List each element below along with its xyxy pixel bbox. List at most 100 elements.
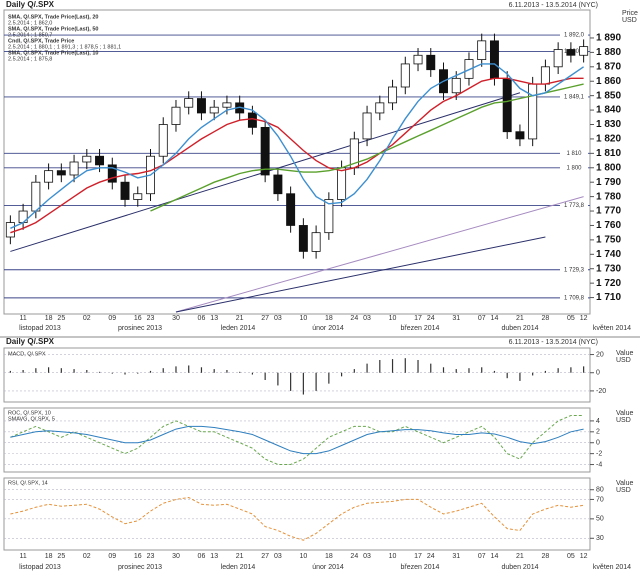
x-tick-label: 21	[516, 315, 524, 322]
series-line	[150, 83, 584, 212]
y-tick-label: 1 760	[596, 220, 621, 231]
y-tick-label: -4	[596, 461, 602, 468]
axis-title: Value	[616, 350, 633, 357]
level-label: 1 800	[566, 165, 582, 171]
y-tick-label: 1 880	[596, 47, 621, 58]
x-tick-label: 13	[210, 315, 218, 322]
month-label: duben 2014	[502, 325, 539, 332]
month-label: únor 2014	[312, 325, 344, 332]
candle-body	[5, 222, 15, 238]
axis-unit: USD	[616, 357, 631, 364]
level-label-box	[560, 201, 588, 210]
x-tick-label: 03	[274, 315, 282, 322]
x-tick-label: 06	[198, 553, 206, 560]
legend-text: RSI, Q/.SPX, 14	[8, 480, 48, 486]
legend-text: 2.5.2014 ; 1 875,8	[8, 56, 52, 62]
legend-text: 2.5.2014 ; 1 862,0	[8, 20, 52, 26]
main-frame	[3, 9, 591, 315]
x-tick-label: 23	[147, 315, 155, 322]
x-tick-label: 18	[45, 315, 53, 322]
level-label-box	[560, 163, 588, 172]
y-tick-label: 1 730	[596, 263, 621, 274]
month-label: únor 2014	[312, 564, 344, 571]
y-tick-label: 0	[596, 440, 600, 447]
series-line	[10, 63, 584, 229]
legend-text: SMA, Q/.SPX, Trade Price(Last), 20	[8, 14, 98, 20]
axis-unit: USD	[616, 487, 631, 494]
x-tick-label: 30	[172, 315, 180, 322]
candle-body	[477, 40, 487, 60]
y-tick-label: 1 740	[596, 249, 621, 260]
level-label: 1 729,3	[564, 267, 585, 273]
month-label: květen 2014	[593, 564, 631, 571]
series-line	[10, 425, 584, 455]
y-tick-label: 1 870	[596, 61, 621, 72]
x-tick-label: 09	[108, 553, 116, 560]
x-tick-label: 24	[427, 553, 435, 560]
level-label: 1 892,0	[564, 33, 585, 39]
legend-text: ROC, Q/.SPX, 10	[8, 410, 51, 416]
x-tick-label: 10	[389, 315, 397, 322]
y-tick-label: 30	[596, 535, 604, 542]
candle-body	[400, 63, 410, 88]
month-label: duben 2014	[502, 564, 539, 571]
x-tick-label: 10	[299, 315, 307, 322]
x-tick-label: 24	[427, 315, 435, 322]
candle-body	[247, 112, 257, 128]
x-tick-label: 02	[83, 315, 91, 322]
candle-body	[158, 124, 168, 157]
candle-body	[171, 106, 181, 125]
x-tick-label: 11	[19, 315, 26, 322]
x-tick-label: 27	[261, 315, 269, 322]
candle-body	[31, 181, 41, 212]
y-tick-label: 1 830	[596, 119, 621, 130]
x-tick-label: 27	[261, 553, 269, 560]
x-tick-label: 05	[567, 553, 575, 560]
candle-body	[209, 106, 219, 114]
y-tick-label: 1 820	[596, 134, 621, 145]
candle-body	[337, 167, 347, 200]
x-tick-label: 03	[363, 553, 371, 560]
y-tick-label: -20	[596, 388, 606, 395]
candle-body	[553, 49, 563, 68]
level-label-box	[560, 265, 588, 274]
series-line	[10, 415, 584, 465]
candle-body	[324, 199, 334, 234]
legend-text: SMA, Q/.SPX, Trade Price(Last), 10	[8, 50, 98, 56]
candle-body	[69, 161, 79, 176]
candle-body	[413, 54, 423, 65]
candle-body	[196, 98, 206, 114]
date-range: 6.11.2013 - 13.5.2014 (NYC)	[509, 339, 598, 346]
candle-body	[579, 46, 589, 56]
panel-frame	[3, 347, 591, 403]
axis-title: Value	[616, 480, 633, 487]
panel-frame	[3, 407, 591, 473]
candle-body	[120, 181, 130, 200]
x-tick-label: 31	[452, 553, 460, 560]
candle-body	[362, 112, 372, 140]
x-tick-label: 25	[57, 553, 65, 560]
month-label: březen 2014	[401, 564, 440, 571]
x-tick-label: 16	[134, 553, 142, 560]
month-label: květen 2014	[593, 325, 631, 332]
y-tick-label: 50	[596, 516, 604, 523]
level-label-box	[560, 293, 588, 302]
y-tick-label: 1 780	[596, 191, 621, 202]
x-tick-label: 14	[491, 553, 499, 560]
x-tick-label: 21	[236, 315, 244, 322]
x-tick-label: 06	[198, 315, 206, 322]
x-tick-label: 09	[108, 315, 116, 322]
legend-text: SMAVG, Q/.SPX, 5	[8, 416, 55, 422]
level-label: 1 773,8	[564, 203, 585, 209]
series-line	[10, 77, 584, 234]
x-tick-label: 21	[516, 553, 524, 560]
x-tick-label: 10	[389, 553, 397, 560]
panel-frame	[3, 477, 591, 551]
candle-body	[489, 40, 499, 79]
x-tick-label: 14	[491, 315, 499, 322]
candle-body	[388, 86, 398, 104]
legend-text: 2.5.2014 ; 1 850,7	[8, 32, 52, 38]
axis-title: Price	[622, 10, 638, 17]
